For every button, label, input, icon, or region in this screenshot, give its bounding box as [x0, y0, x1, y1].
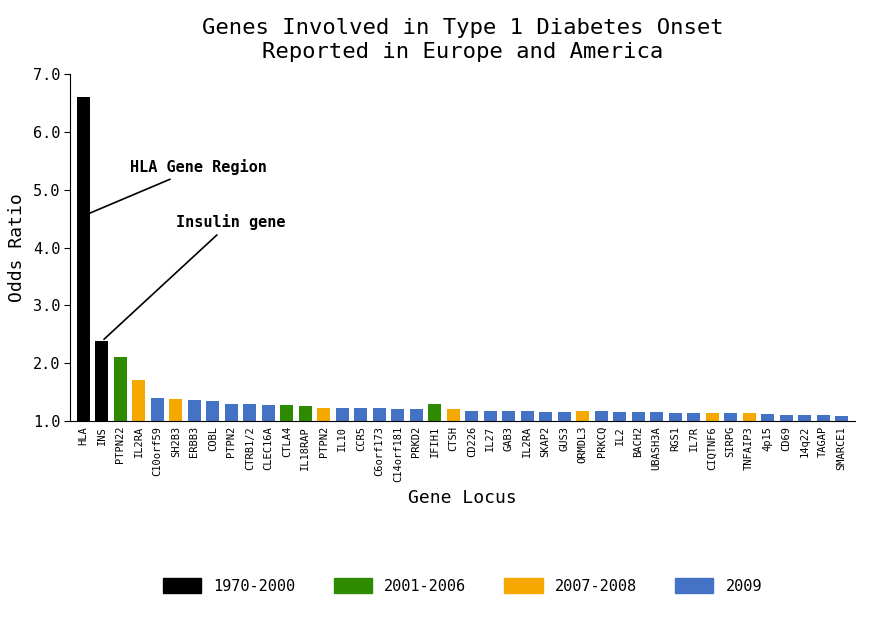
Bar [558, 412, 571, 421]
Bar [798, 415, 811, 421]
Bar [539, 412, 552, 421]
Bar [595, 411, 608, 421]
Bar [724, 413, 737, 421]
Bar [428, 404, 441, 421]
Bar [151, 398, 164, 421]
Bar [743, 413, 756, 421]
Bar [447, 409, 460, 421]
Bar [280, 405, 293, 421]
Bar [299, 407, 312, 421]
Bar [225, 404, 238, 421]
Bar [465, 410, 478, 421]
X-axis label: Gene Locus: Gene Locus [408, 489, 517, 507]
Bar [336, 408, 349, 421]
Bar [391, 409, 404, 421]
Bar [687, 413, 700, 421]
Bar [780, 415, 793, 421]
Y-axis label: Odds Ratio: Odds Ratio [8, 193, 26, 302]
Bar [650, 412, 663, 421]
Bar [484, 410, 497, 421]
Bar [206, 400, 219, 421]
Bar [373, 408, 386, 421]
Text: Insulin gene: Insulin gene [104, 214, 285, 339]
Bar [761, 414, 774, 421]
Bar [114, 357, 127, 421]
Bar [410, 409, 423, 421]
Bar [669, 413, 682, 421]
Text: HLA Gene Region: HLA Gene Region [86, 159, 267, 215]
Bar [262, 405, 275, 421]
Bar [354, 408, 367, 421]
Bar [632, 412, 645, 421]
Bar [502, 411, 515, 421]
Bar [613, 412, 626, 421]
Bar [95, 341, 108, 421]
Bar [521, 411, 534, 421]
Bar [188, 399, 201, 421]
Bar [706, 413, 719, 421]
Bar [243, 404, 256, 421]
Bar [835, 417, 848, 421]
Bar [317, 408, 330, 421]
Title: Genes Involved in Type 1 Diabetes Onset
Reported in Europe and America: Genes Involved in Type 1 Diabetes Onset … [202, 19, 723, 62]
Bar [132, 381, 145, 421]
Bar [169, 399, 182, 421]
Legend: 1970-2000, 2001-2006, 2007-2008, 2009: 1970-2000, 2001-2006, 2007-2008, 2009 [163, 578, 762, 594]
Bar [576, 410, 589, 421]
Bar [77, 97, 90, 421]
Bar [817, 415, 830, 421]
